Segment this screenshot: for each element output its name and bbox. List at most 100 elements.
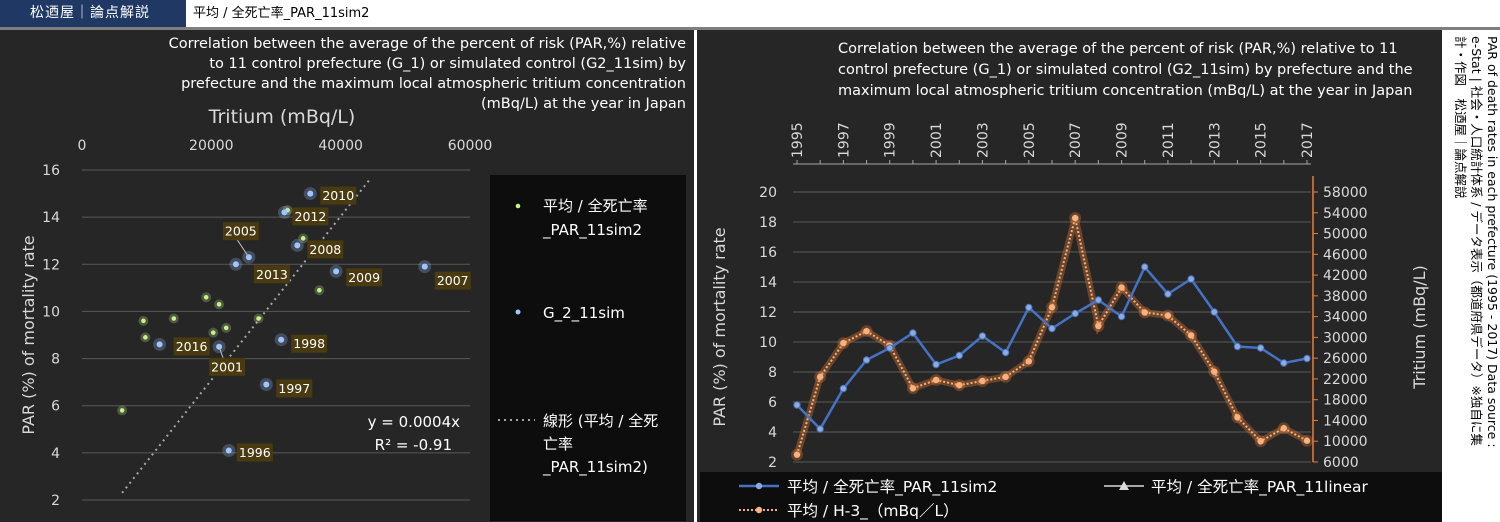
y2-tick-label: 22000 [1323, 372, 1368, 388]
par-point [816, 425, 824, 433]
y2-tick-label: 14000 [1323, 413, 1368, 429]
data-label-box [253, 265, 290, 284]
y-tick-label: 14 [42, 210, 60, 226]
data-point [216, 302, 222, 307]
x-tick-label: 40000 [318, 138, 363, 154]
tritium-point [932, 376, 940, 384]
source-note-line3: 計・作図 松迺屋｜論点解説 [1453, 36, 1468, 199]
par-point [909, 329, 917, 337]
y2-tick-label: 50000 [1323, 227, 1368, 243]
data-point [223, 325, 229, 331]
data-label-box [307, 240, 344, 259]
data-point [278, 336, 285, 343]
tritium-point [1095, 322, 1102, 330]
legend-marker-green [515, 203, 521, 209]
tritium-point [793, 451, 801, 458]
y2-tick-label: 34000 [1323, 310, 1368, 326]
y-tick-label: 12 [42, 257, 60, 273]
legend-label: 平均 / 全死亡率 [543, 197, 648, 215]
par-point [1117, 312, 1126, 321]
data-point [156, 341, 163, 348]
x-tick-label: 20000 [189, 138, 234, 154]
data-point [143, 335, 148, 340]
par-point [1210, 308, 1218, 316]
data-label-box [173, 337, 210, 356]
line-chart: Correlation between the average of the p… [700, 41, 1442, 522]
tritium-point [1071, 214, 1079, 222]
tritium-point [1303, 437, 1311, 444]
x-tick-label: 2013 [1207, 122, 1223, 158]
tritium-point [1257, 438, 1264, 445]
y2-tick-label: 46000 [1323, 247, 1368, 263]
data-point [210, 330, 216, 335]
par-point [793, 401, 801, 409]
tritium-point [1164, 312, 1172, 319]
tritium-point [956, 381, 963, 389]
data-label-box [434, 271, 471, 290]
chart-title-line: Correlation between the average of the p… [169, 36, 686, 52]
legend-label: 平均 / H-3_（mBq／L） [787, 502, 959, 521]
chart-title-line: Correlation between the average of the p… [838, 41, 1398, 57]
par-point [1187, 275, 1195, 283]
y-tick-label: 16 [759, 245, 777, 261]
chart-title-line: (mBq/L) at the year in Japan [481, 96, 686, 112]
y2-tick-label: 30000 [1323, 330, 1368, 346]
trendline [121, 178, 371, 494]
trend-r-squared: R² = -0.91 [375, 436, 452, 454]
data-point [294, 242, 301, 249]
legend-label: 亡率 [543, 435, 573, 453]
data-point [307, 190, 314, 197]
tritium-point [840, 339, 847, 347]
par-point [932, 360, 940, 369]
par-point [1025, 303, 1033, 312]
x-tick-label: 2005 [1022, 122, 1038, 158]
y2-tick-label: 58000 [1323, 185, 1368, 201]
y2-tick-label: 26000 [1323, 351, 1368, 367]
x-axis-label: Tritium (mBq/L) [208, 106, 356, 128]
x-tick-label: 2009 [1115, 122, 1131, 158]
y-tick-label: 10 [42, 304, 60, 320]
y2-tick-label: 38000 [1323, 289, 1368, 305]
source-note-text: PAR of death rates in each prefecture (1… [1453, 36, 1500, 448]
legend-marker-blue [515, 309, 521, 315]
data-label-box [292, 207, 329, 226]
y-axis-label: PAR (%) of mortality rate [710, 227, 729, 426]
trend-equation: y = 0.0004x [368, 413, 460, 431]
legend-label: _PAR_11sim2 [542, 221, 642, 240]
legend-box [700, 472, 1442, 522]
par-point [839, 384, 848, 393]
chart-title-line: control prefecture (G_1) or simulated co… [838, 62, 1413, 78]
tritium-line [796, 217, 1308, 456]
y2-tick-label: 18000 [1323, 393, 1368, 409]
source-note-line2: e-Stat | 社会・人口統計体系 / データ表示（都道府県データ）※独自に集 [1469, 36, 1484, 446]
x-tick-label: 60000 [448, 138, 493, 154]
data-label: 2013 [256, 267, 288, 282]
tritium-point [1118, 284, 1125, 291]
data-label: 2012 [295, 209, 327, 224]
x-tick-label: 1997 [836, 122, 852, 158]
data-label: 1998 [293, 336, 325, 351]
source-note: PAR of death rates in each prefecture (1… [1446, 30, 1500, 522]
y2-tick-label: 42000 [1323, 268, 1368, 284]
data-point [256, 316, 261, 321]
data-label-box [291, 334, 328, 353]
data-label: 2016 [176, 339, 208, 354]
y2-axis-label: Tritium (mBq/L) [1410, 265, 1429, 389]
legend-marker-orange-dot [755, 506, 763, 514]
data-point [225, 447, 232, 454]
y-tick-label: 12 [759, 305, 777, 321]
source-note-line1: PAR of death rates in each prefecture (1… [1485, 36, 1500, 448]
data-label: 2005 [225, 224, 257, 239]
data-point [171, 316, 177, 321]
y2-tick-label: 10000 [1323, 434, 1368, 450]
chart-title-line: to 11 control prefecture (G_1) or simula… [209, 56, 686, 72]
brand-label: 松迺屋｜論点解説 [0, 0, 186, 27]
y-tick-label: 8 [51, 352, 60, 368]
x-tick-label: 1999 [883, 122, 899, 158]
tritium-point [1234, 414, 1241, 421]
chart-title-line: prefecture and the maximum local atmosph… [181, 76, 686, 92]
data-label-box [276, 379, 313, 398]
scatter-chart: Correlation between the average of the p… [19, 36, 686, 521]
data-label-box [346, 268, 383, 287]
par-point [1048, 324, 1056, 333]
